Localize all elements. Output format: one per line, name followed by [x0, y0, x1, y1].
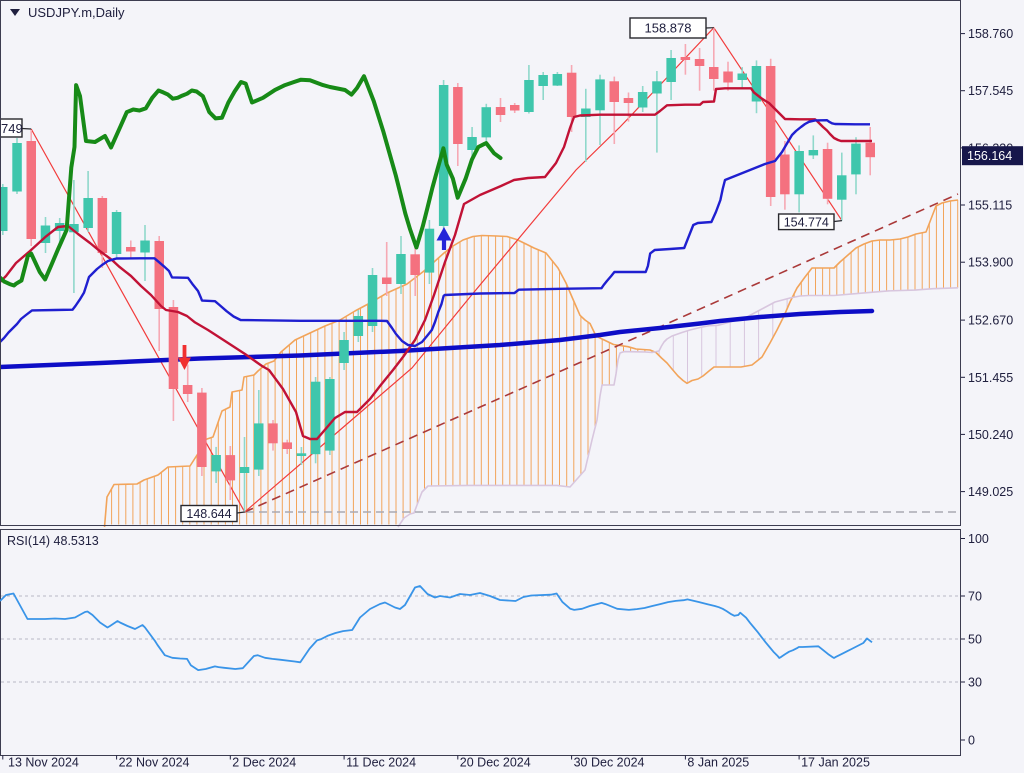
svg-text:USDJPY.m,Daily: USDJPY.m,Daily [28, 5, 125, 20]
svg-text:100: 100 [968, 532, 989, 546]
svg-text:8 Jan 2025: 8 Jan 2025 [687, 756, 749, 770]
svg-text:20 Dec 2024: 20 Dec 2024 [460, 756, 531, 770]
svg-text:50: 50 [968, 633, 982, 647]
svg-text:156.164: 156.164 [967, 149, 1012, 163]
svg-text:749: 749 [1, 121, 23, 136]
svg-text:153.900: 153.900 [968, 256, 1013, 270]
svg-text:30 Dec 2024: 30 Dec 2024 [574, 756, 645, 770]
svg-text:30: 30 [968, 676, 982, 690]
svg-text:151.455: 151.455 [968, 371, 1013, 385]
svg-text:2 Dec 2024: 2 Dec 2024 [232, 756, 296, 770]
svg-text:154.774: 154.774 [784, 215, 829, 229]
svg-text:70: 70 [968, 590, 982, 604]
svg-text:17 Jan 2025: 17 Jan 2025 [801, 756, 870, 770]
svg-text:RSI(14) 48.5313: RSI(14) 48.5313 [7, 534, 99, 548]
svg-text:155.115: 155.115 [968, 199, 1012, 213]
svg-text:158.878: 158.878 [645, 21, 692, 36]
svg-text:148.644: 148.644 [186, 507, 231, 521]
svg-text:150.240: 150.240 [968, 428, 1013, 442]
svg-text:0: 0 [968, 734, 975, 748]
svg-text:157.545: 157.545 [968, 84, 1013, 98]
svg-text:149.025: 149.025 [968, 485, 1013, 499]
svg-text:22 Nov 2024: 22 Nov 2024 [119, 756, 190, 770]
svg-text:152.670: 152.670 [968, 314, 1013, 328]
svg-text:13 Nov 2024: 13 Nov 2024 [8, 756, 79, 770]
svg-text:158.760: 158.760 [968, 27, 1013, 41]
svg-text:11 Dec 2024: 11 Dec 2024 [346, 756, 416, 770]
